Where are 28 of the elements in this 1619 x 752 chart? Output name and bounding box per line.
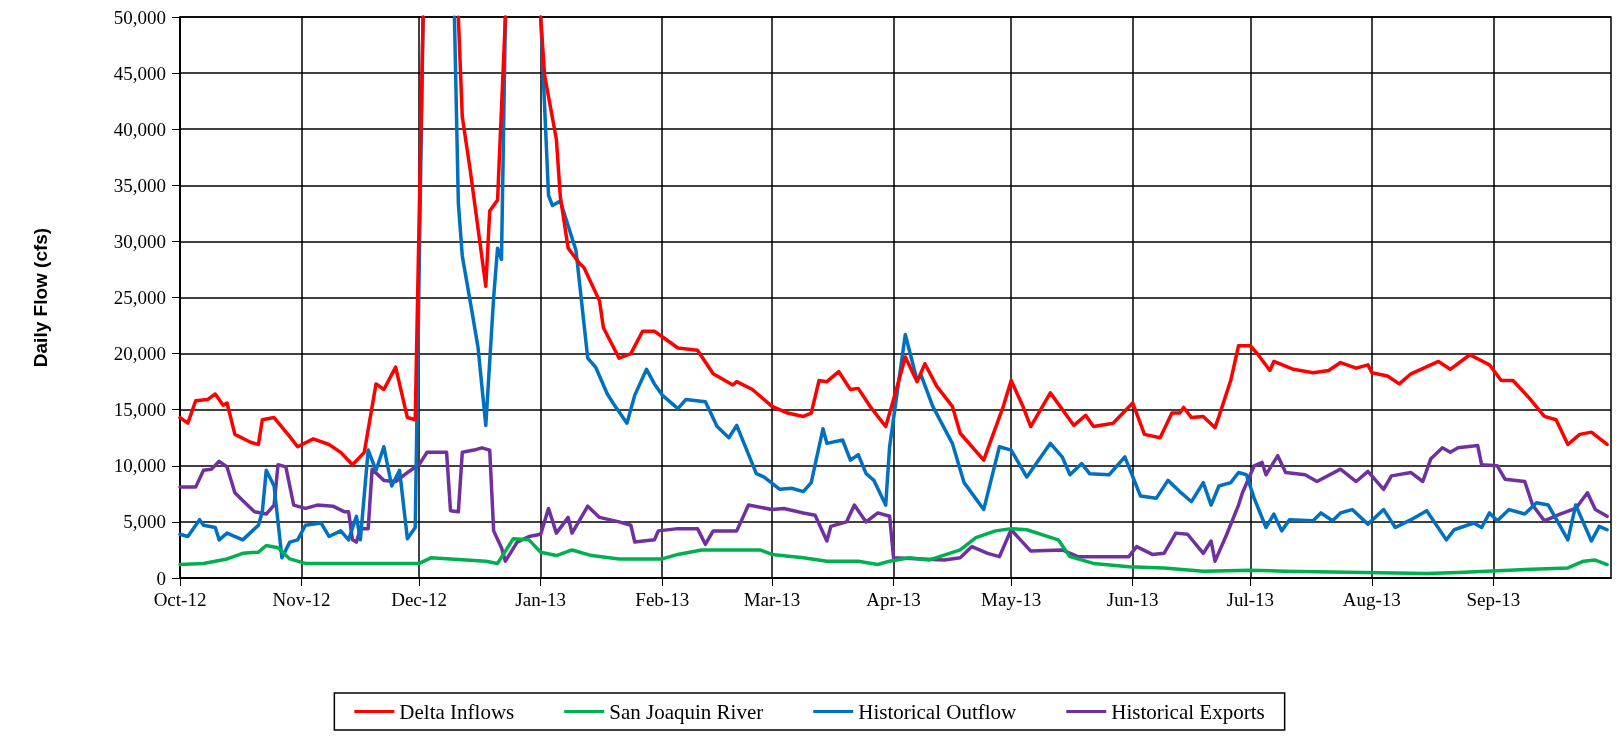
y-axis-title: Daily Flow (cfs) bbox=[30, 227, 51, 368]
x-tick-label: Jun-13 bbox=[1106, 589, 1159, 610]
y-tick-label: 45,000 bbox=[113, 62, 166, 84]
x-tick-label: Dec-12 bbox=[391, 589, 448, 610]
legend-label: Historical Exports bbox=[1111, 699, 1265, 724]
y-tick-label: 10,000 bbox=[113, 455, 166, 477]
x-tick-label: Apr-13 bbox=[866, 589, 921, 610]
y-tick-label: 50,000 bbox=[113, 6, 166, 28]
x-tick-label: Feb-13 bbox=[635, 589, 690, 610]
x-tick-label: Aug-13 bbox=[1342, 589, 1401, 610]
y-tick-label: 25,000 bbox=[113, 287, 166, 308]
legend-label: San Joaquin River bbox=[609, 699, 764, 724]
y-tick-label: 35,000 bbox=[113, 174, 166, 196]
x-tick-label: Oct-12 bbox=[153, 589, 207, 610]
y-tick-label: 40,000 bbox=[113, 118, 166, 140]
legend-label: Delta Inflows bbox=[399, 699, 515, 724]
x-tick-label: Jul-13 bbox=[1226, 589, 1275, 610]
x-tick-label: Mar-13 bbox=[743, 589, 801, 610]
y-tick-label: 5,000 bbox=[123, 511, 166, 533]
x-tick-label: Sep-13 bbox=[1466, 589, 1521, 610]
legend-label: Historical Outflow bbox=[858, 699, 1018, 724]
y-tick-label: 20,000 bbox=[113, 343, 166, 365]
x-tick-label: Jan-13 bbox=[515, 589, 567, 610]
y-tick-label: 0 bbox=[156, 567, 166, 589]
x-tick-label: May-13 bbox=[981, 589, 1042, 610]
y-tick-label: 15,000 bbox=[113, 399, 166, 421]
y-tick-label: 30,000 bbox=[113, 230, 166, 252]
x-tick-label: Nov-12 bbox=[272, 589, 331, 610]
